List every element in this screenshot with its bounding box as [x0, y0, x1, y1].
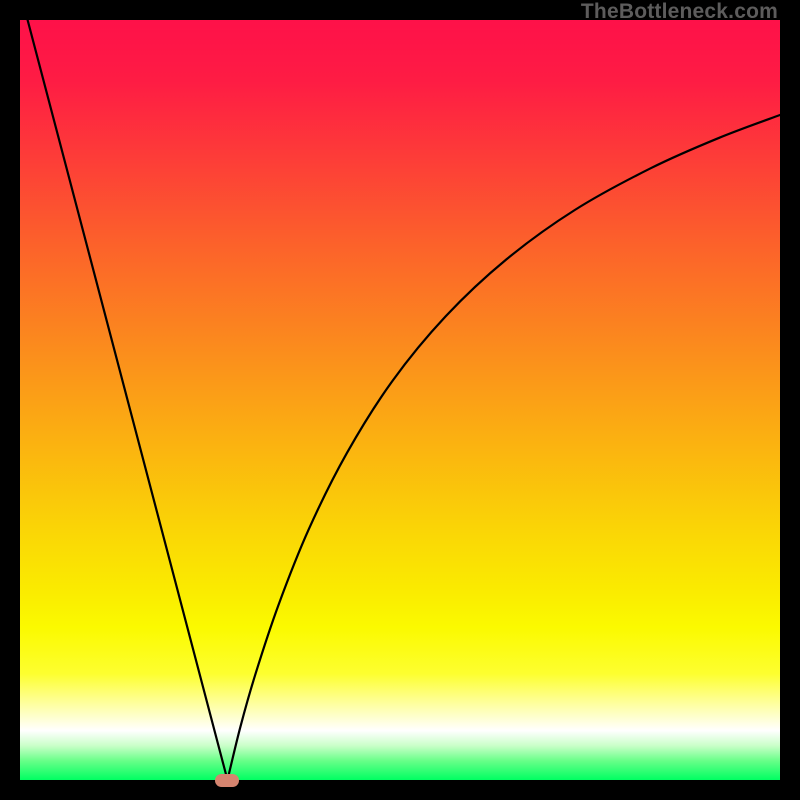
- gradient-background: [20, 20, 780, 780]
- minimum-marker: [215, 774, 239, 787]
- plot-svg: [20, 20, 780, 780]
- plot-area: [20, 20, 780, 780]
- watermark-text: TheBottleneck.com: [581, 0, 778, 24]
- chart-frame: TheBottleneck.com: [0, 0, 800, 800]
